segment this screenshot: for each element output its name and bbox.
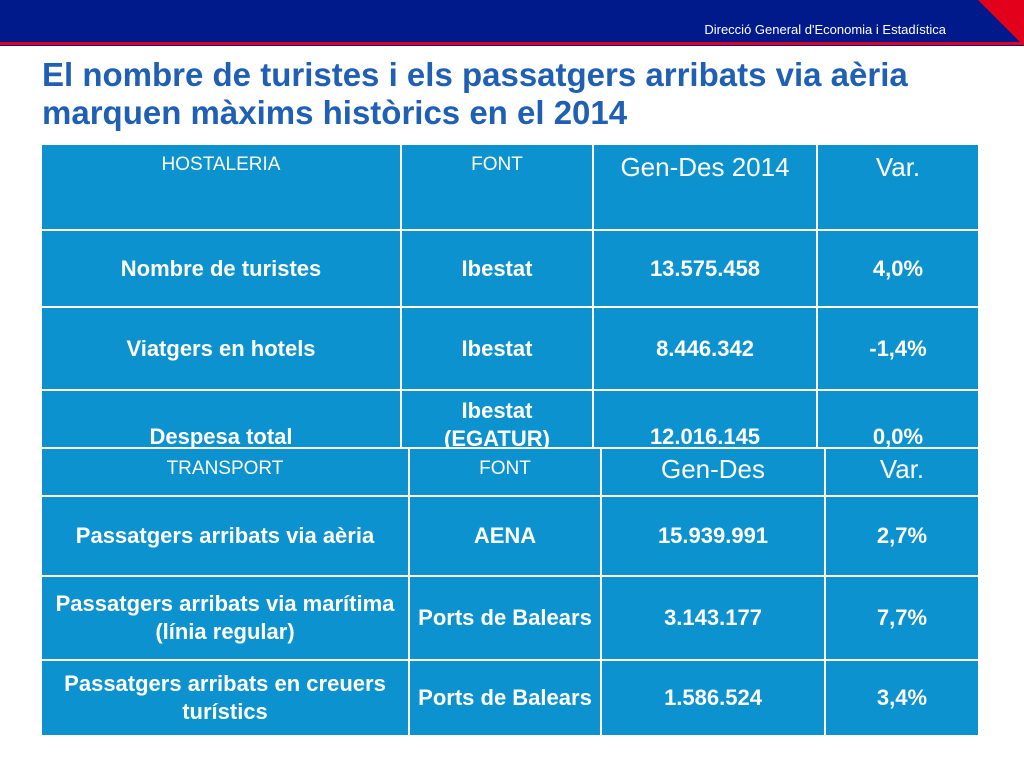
table-cell: 1.586.524 <box>600 659 826 737</box>
table-cell: -1,4% <box>816 306 980 391</box>
header-accent-line <box>0 42 1024 45</box>
column-header: HOSTALERIA <box>40 143 402 231</box>
table-cell: 2,7% <box>824 495 980 577</box>
table-cell: 8.446.342 <box>592 306 818 391</box>
table-cell: 3,4% <box>824 659 980 737</box>
column-header: FONT <box>408 447 602 497</box>
table-cell: 15.939.991 <box>600 495 826 577</box>
column-header: FONT <box>400 143 594 231</box>
table-cell: Viatgers en hotels <box>40 306 402 391</box>
header-bar: Direcció General d'Economia i Estadístic… <box>0 0 1024 46</box>
table-cell: Nombre de turistes <box>40 229 402 308</box>
table-cell: Despesa total <box>40 389 402 455</box>
table-cell: Ibestat (EGATUR) <box>400 389 594 455</box>
table-cell: Ibestat <box>400 306 594 391</box>
column-header: TRANSPORT <box>40 447 410 497</box>
table-row: Passatgers arribats via aèria AENA 15.93… <box>40 495 980 577</box>
table-cell: 3.143.177 <box>600 575 826 661</box>
table-row: Passatgers arribats en creuers turístics… <box>40 659 980 737</box>
organization-name: Direcció General d'Economia i Estadístic… <box>704 22 946 37</box>
table-header-row: HOSTALERIA FONT Gen-Des 2014 Var. <box>40 143 980 231</box>
table-row: Nombre de turistes Ibestat 13.575.458 4,… <box>40 229 980 308</box>
table-header-row: TRANSPORT FONT Gen-Des Var. <box>40 447 980 497</box>
hostaleria-table: HOSTALERIA FONT Gen-Des 2014 Var. Nombre… <box>40 143 980 455</box>
table-row: Passatgers arribats via marítima (línia … <box>40 575 980 661</box>
table-cell: AENA <box>408 495 602 577</box>
table-cell: 0,0% <box>816 389 980 455</box>
table-cell: 7,7% <box>824 575 980 661</box>
table-cell: 13.575.458 <box>592 229 818 308</box>
column-header: Var. <box>816 143 980 231</box>
table-cell: Passatgers arribats via marítima (línia … <box>40 575 410 661</box>
table-cell: Passatgers arribats en creuers turístics <box>40 659 410 737</box>
corner-flag-icon <box>978 0 1024 46</box>
column-header: Gen-Des 2014 <box>592 143 818 231</box>
slide-title: El nombre de turistes i els passatgers a… <box>42 56 908 131</box>
column-header: Var. <box>824 447 980 497</box>
table-cell: Ports de Balears <box>408 659 602 737</box>
table-cell: 4,0% <box>816 229 980 308</box>
table-cell: 12.016.145 <box>592 389 818 455</box>
transport-table: TRANSPORT FONT Gen-Des Var. Passatgers a… <box>40 447 980 737</box>
table-cell: Passatgers arribats via aèria <box>40 495 410 577</box>
table-row: Despesa total Ibestat (EGATUR) 12.016.14… <box>40 389 980 455</box>
table-cell: Ports de Balears <box>408 575 602 661</box>
table-row: Viatgers en hotels Ibestat 8.446.342 -1,… <box>40 306 980 391</box>
column-header: Gen-Des <box>600 447 826 497</box>
table-cell: Ibestat <box>400 229 594 308</box>
